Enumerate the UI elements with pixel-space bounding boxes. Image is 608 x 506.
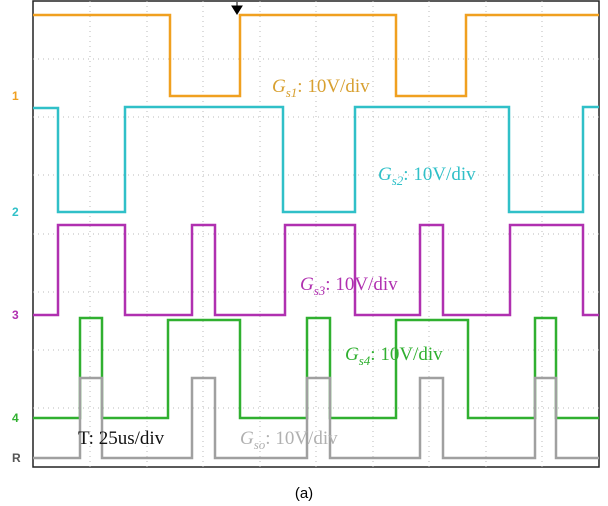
timebase: T: 25us/div <box>78 428 165 449</box>
caption: (a) <box>295 485 313 502</box>
channel-marker: 1 <box>12 89 19 103</box>
channel-marker: 2 <box>12 205 19 219</box>
scope-figure: 1 2 3 4 R Gs1: 10V/div Gs2: 10V/div Gs3:… <box>0 0 608 506</box>
channel-marker: R <box>12 451 21 465</box>
channel-marker: 4 <box>12 411 19 425</box>
screen <box>33 1 599 467</box>
channel-marker: 3 <box>12 308 19 322</box>
